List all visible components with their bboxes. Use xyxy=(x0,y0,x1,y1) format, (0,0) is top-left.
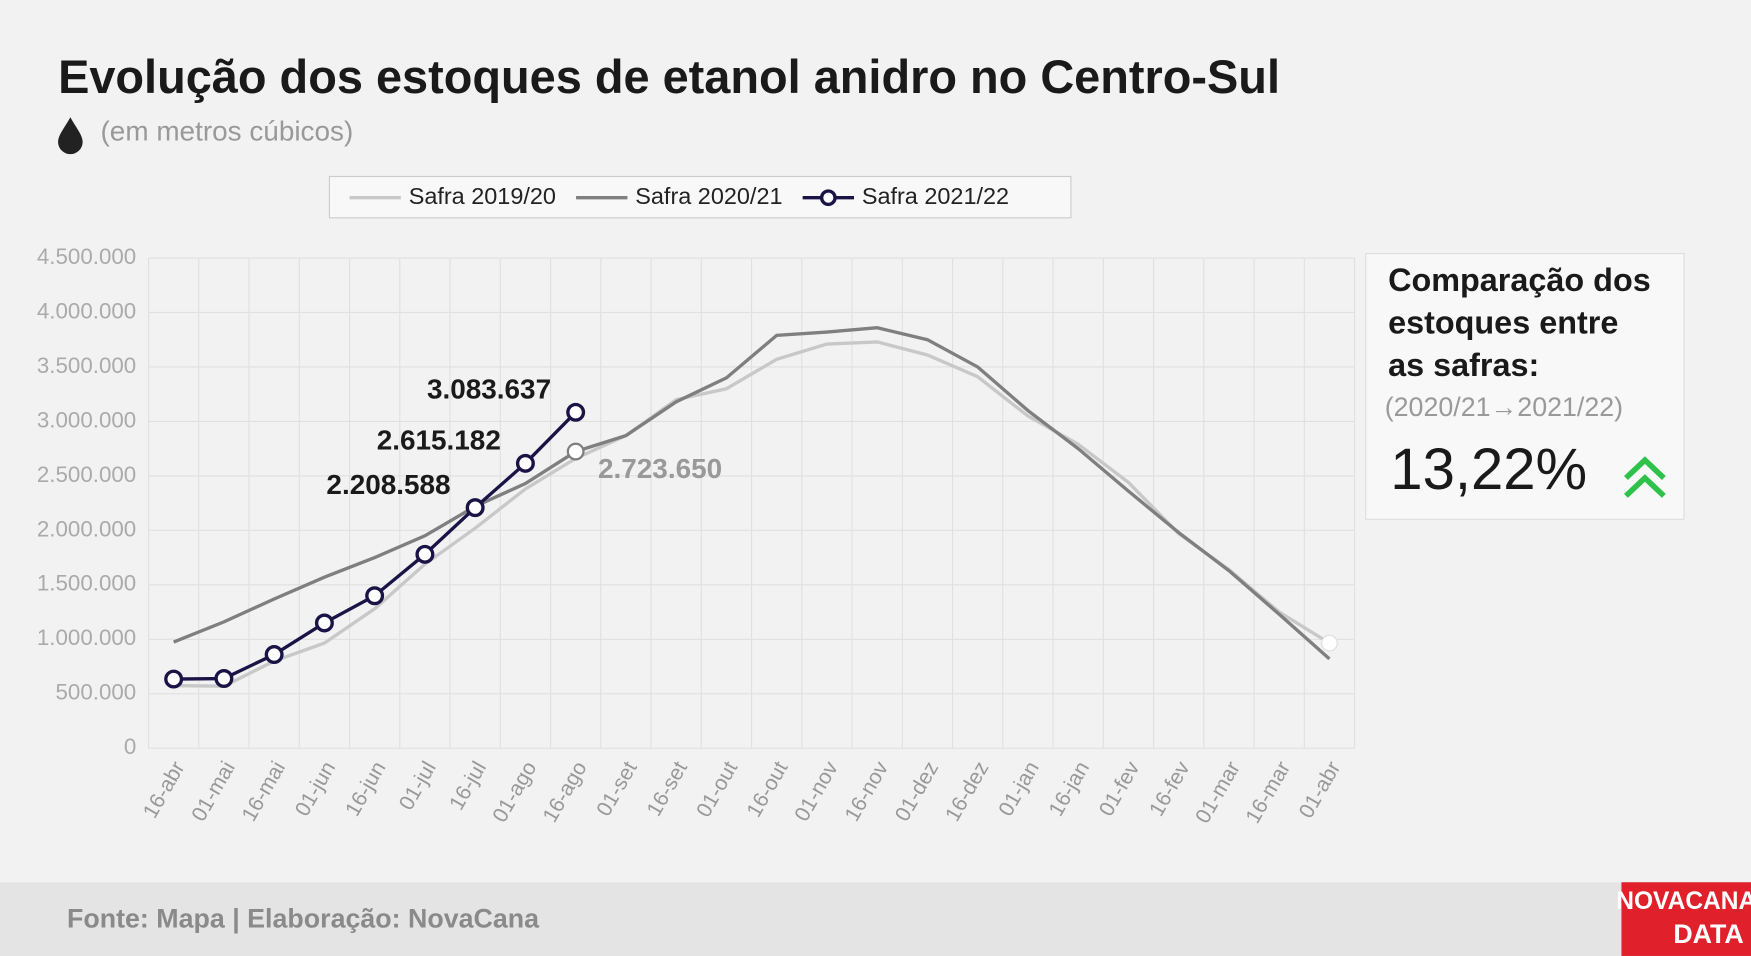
x-tick-label: 01-mai xyxy=(187,758,239,826)
y-tick-label: 500.000 xyxy=(56,680,137,705)
y-tick-label: 3.000.000 xyxy=(37,407,136,432)
x-tick-label: 16-set xyxy=(643,758,692,821)
marker xyxy=(314,613,334,633)
x-tick-label: 01-mar xyxy=(1191,758,1245,828)
x-tick-label: 01-ago xyxy=(488,758,541,827)
marker xyxy=(566,402,586,422)
series-line xyxy=(173,326,1331,661)
x-tick-label: 01-jul xyxy=(395,758,441,814)
marker xyxy=(214,669,234,689)
panel-title: estoques entre xyxy=(1388,305,1618,341)
chart-subtitle: (em metros cúbicos) xyxy=(101,115,354,146)
logo xyxy=(1621,882,1751,956)
legend-label: Safra 2019/20 xyxy=(409,183,556,209)
up-icon xyxy=(1624,456,1666,498)
x-tick-label: 01-dez xyxy=(891,758,943,826)
panel-value: 13,22% xyxy=(1390,437,1587,502)
x-tick-label: 01-nov xyxy=(790,757,843,825)
y-tick-label: 1.000.000 xyxy=(37,625,136,650)
marker xyxy=(1321,634,1338,652)
x-tick-label: 01-fev xyxy=(1095,757,1145,820)
y-tick-label: 1.500.000 xyxy=(37,571,136,596)
y-tick-label: 2.500.000 xyxy=(37,462,136,487)
marker xyxy=(415,544,435,564)
x-tick-label: 16-jan xyxy=(1045,758,1094,821)
x-tick-label: 16-nov xyxy=(841,757,894,825)
series-line xyxy=(173,340,1331,688)
x-tick-label: 01-jan xyxy=(994,758,1043,821)
x-tick-label: 16-jun xyxy=(341,758,390,821)
marker xyxy=(264,645,284,665)
chart-title: Evolução dos estoques de etanol anidro n… xyxy=(58,51,1280,103)
x-tick-label: 16-mai xyxy=(238,758,290,826)
x-tick-label: 16-dez xyxy=(941,758,993,826)
x-tick-label: 16-out xyxy=(743,758,793,822)
x-tick-label: 16-fev xyxy=(1145,757,1195,820)
data-label: 3.083.637 xyxy=(427,373,551,404)
legend-label: Safra 2020/21 xyxy=(635,183,782,209)
data-label: 2.208.588 xyxy=(326,469,450,500)
panel-subtitle: (2020/21→2021/22) xyxy=(1385,392,1623,422)
panel-title: Comparação dos xyxy=(1388,262,1651,298)
logo-text: DATA xyxy=(1673,919,1743,949)
data-label: 2.723.650 xyxy=(598,453,722,484)
y-tick-label: 2.000.000 xyxy=(37,516,136,541)
y-tick-label: 3.500.000 xyxy=(37,353,136,378)
legend-label: Safra 2021/22 xyxy=(862,183,1009,209)
x-tick-label: 01-set xyxy=(592,758,641,821)
legend-box xyxy=(328,175,1072,219)
footer-source: Fonte: Mapa | Elaboração: NovaCana xyxy=(67,903,540,933)
data-label: 2.615.182 xyxy=(377,425,501,456)
marker xyxy=(566,442,585,461)
x-tick-label: 16-jul xyxy=(445,758,491,814)
marker xyxy=(365,586,385,606)
drop-icon xyxy=(58,117,83,155)
footer-bar xyxy=(0,882,1751,956)
logo-text: NOVACANA xyxy=(1616,888,1751,915)
x-tick-label: 16-mar xyxy=(1242,758,1296,828)
marker xyxy=(164,669,184,689)
y-tick-label: 4.000.000 xyxy=(37,298,136,323)
marker xyxy=(465,498,485,518)
marker xyxy=(515,453,535,473)
y-tick-label: 0 xyxy=(124,734,136,759)
y-tick-label: 4.500.000 xyxy=(37,244,136,269)
x-tick-label: 16-abr xyxy=(139,758,190,823)
legend-marker xyxy=(819,189,837,207)
x-tick-label: 16-ago xyxy=(539,758,592,827)
x-tick-label: 01-out xyxy=(692,758,742,822)
x-tick-label: 01-abr xyxy=(1295,758,1346,823)
panel-title: as safras: xyxy=(1388,347,1539,383)
x-tick-label: 01-jun xyxy=(291,758,340,821)
